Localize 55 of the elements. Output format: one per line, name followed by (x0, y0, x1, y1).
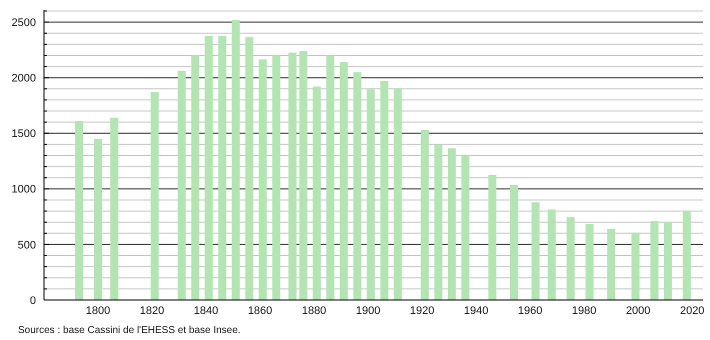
bar (510, 184, 518, 300)
bar (394, 88, 402, 300)
bar (288, 52, 296, 300)
y-tick-label: 0 (30, 294, 36, 307)
bar (631, 232, 640, 300)
x-tick-label: 1940 (464, 305, 488, 317)
bar (326, 55, 334, 300)
bar (420, 130, 429, 300)
bar (258, 59, 267, 300)
bar (607, 228, 616, 300)
bar (94, 138, 102, 300)
y-tick-label: 500 (18, 239, 36, 252)
bar (150, 92, 159, 300)
x-tick-label: 1800 (86, 305, 110, 317)
bar (191, 55, 200, 300)
bar (650, 221, 658, 300)
x-tick-label: 1960 (518, 305, 542, 317)
bar (548, 209, 556, 300)
y-tick-label: 2000 (12, 72, 36, 85)
bar (664, 222, 672, 300)
bar (110, 118, 118, 300)
bar (532, 202, 540, 300)
bar (299, 51, 308, 300)
bar (340, 62, 348, 300)
bar (353, 72, 362, 300)
bar (272, 55, 280, 300)
bar (204, 36, 213, 300)
source-note: Sources : base Cassini de l'EHESS et base Insee. (18, 325, 241, 336)
bar (366, 89, 375, 300)
bar (232, 20, 240, 300)
y-tick-label: 2500 (12, 16, 36, 29)
bar (245, 37, 254, 300)
bar (434, 144, 442, 300)
bar (218, 36, 226, 300)
x-tick-label: 1980 (572, 305, 596, 317)
bar (178, 71, 186, 300)
x-tick-label: 1920 (410, 305, 434, 317)
x-tick-label: 2000 (626, 305, 650, 317)
bar (682, 210, 691, 300)
bar (488, 174, 496, 300)
bar (448, 148, 456, 300)
bar (312, 86, 321, 300)
x-tick-label: 1880 (302, 305, 326, 317)
bar (75, 121, 84, 300)
bar (586, 224, 594, 300)
x-tick-label: 1860 (248, 305, 272, 317)
x-tick-label: 1900 (356, 305, 380, 317)
x-tick-label: 1840 (194, 305, 218, 317)
bar (380, 81, 388, 300)
x-tick-label: 1820 (140, 305, 164, 317)
bar (461, 156, 470, 300)
x-tick-label: 2020 (680, 305, 704, 317)
y-tick-label: 1000 (12, 184, 36, 196)
y-tick-label: 1500 (12, 128, 36, 140)
bar (566, 217, 575, 300)
